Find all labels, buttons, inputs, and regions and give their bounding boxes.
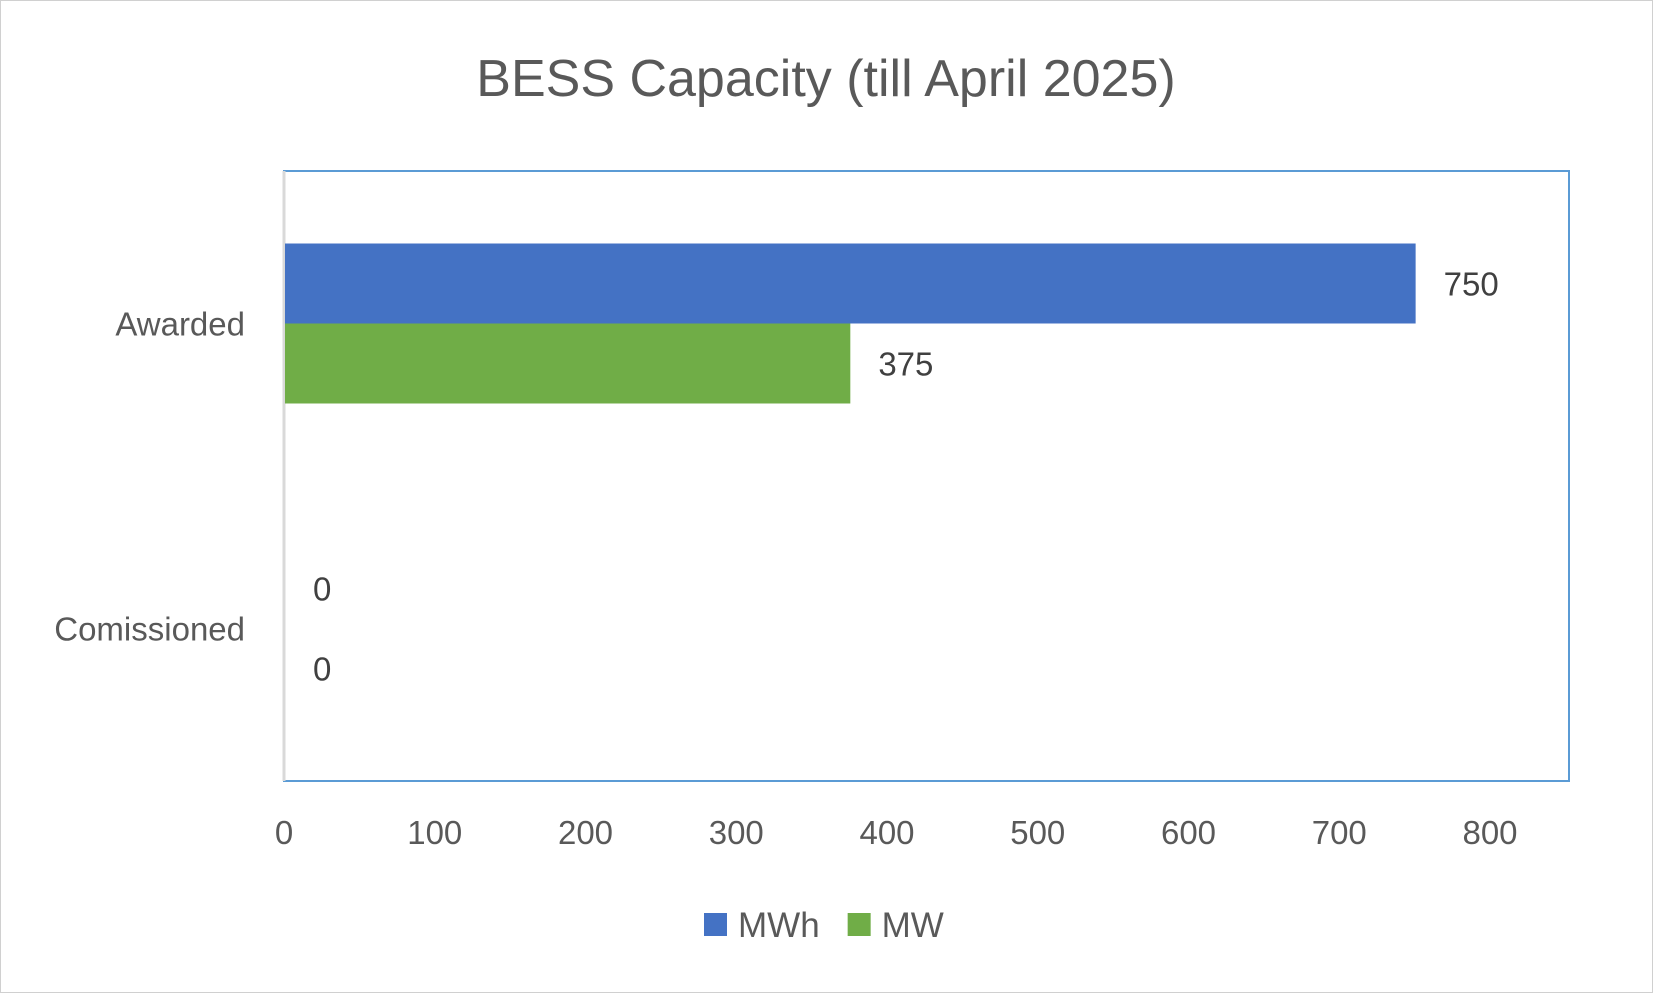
data-label: 0 [313,571,331,608]
data-label: 0 [313,651,331,688]
bar-mw-awarded [285,323,851,404]
legend: MWh MW [704,906,944,945]
x-tick-label: 700 [1312,814,1367,851]
x-tick-label: 200 [558,814,613,851]
x-tick-label: 300 [709,814,764,851]
data-labels-group: 0 0 750 375 [313,266,1499,688]
bar-mwh-awarded [285,243,1416,324]
chart-title: BESS Capacity (till April 2025) [476,50,1175,108]
x-axis-tick-labels: 0 100 200 300 400 500 600 700 800 [275,814,1518,851]
legend-swatch-mwh [704,913,727,936]
legend-label-mwh: MWh [738,906,820,945]
x-tick-label: 600 [1161,814,1216,851]
x-tick-label: 0 [275,814,293,851]
x-tick-label: 800 [1462,814,1517,851]
data-label: 375 [878,346,933,383]
legend-swatch-mw [847,913,871,936]
category-labels: Comissioned Awarded [54,306,245,648]
category-label: Awarded [115,306,245,343]
x-tick-label: 500 [1010,814,1065,851]
x-tick-label: 100 [407,814,462,851]
bars-group [285,243,1416,404]
legend-label-mw: MW [882,906,944,945]
x-tick-label: 400 [859,814,914,851]
category-label: Comissioned [54,611,245,648]
data-label: 750 [1444,266,1499,303]
